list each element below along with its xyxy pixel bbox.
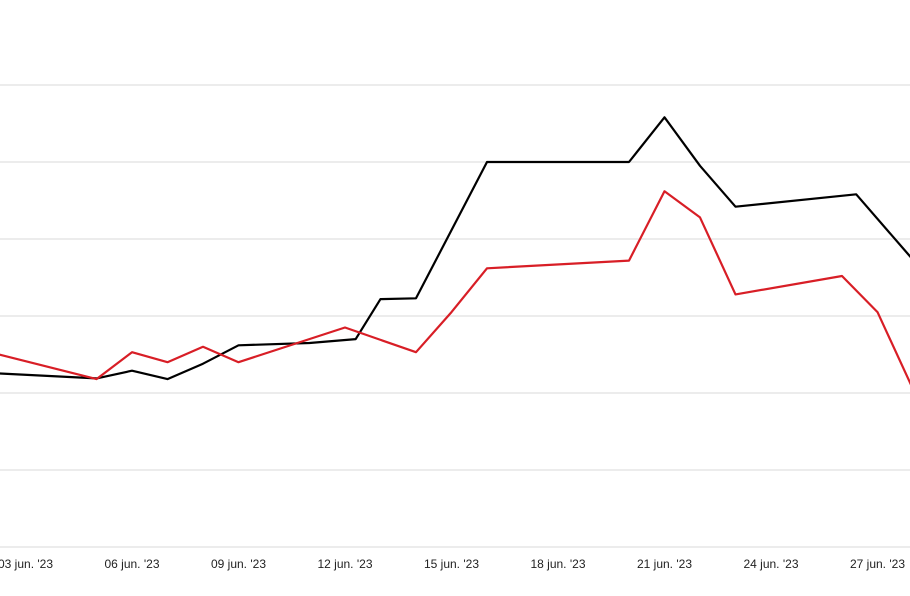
grid-lines <box>0 84 910 548</box>
x-tick-label: 24 jun. '23 <box>743 557 798 571</box>
x-tick-label: 09 jun. '23 <box>211 557 266 571</box>
x-tick-label: 18 jun. '23 <box>530 557 585 571</box>
series-line-black <box>0 116 910 381</box>
x-tick-label: 03 jun. '23 <box>0 557 53 571</box>
x-tick-label: 21 jun. '23 <box>637 557 692 571</box>
x-tick-label: 27 jun. '23 <box>850 557 905 571</box>
x-tick-labels: 03 jun. '23 06 jun. '23 09 jun. '23 12 jun.… <box>0 557 905 571</box>
series-line-red <box>0 190 910 386</box>
series-lines <box>0 116 910 386</box>
x-tick-label: 15 jun. '23 <box>424 557 479 571</box>
x-tick-label: 06 jun. '23 <box>104 557 159 571</box>
x-tick-label: 12 jun. '23 <box>317 557 372 571</box>
